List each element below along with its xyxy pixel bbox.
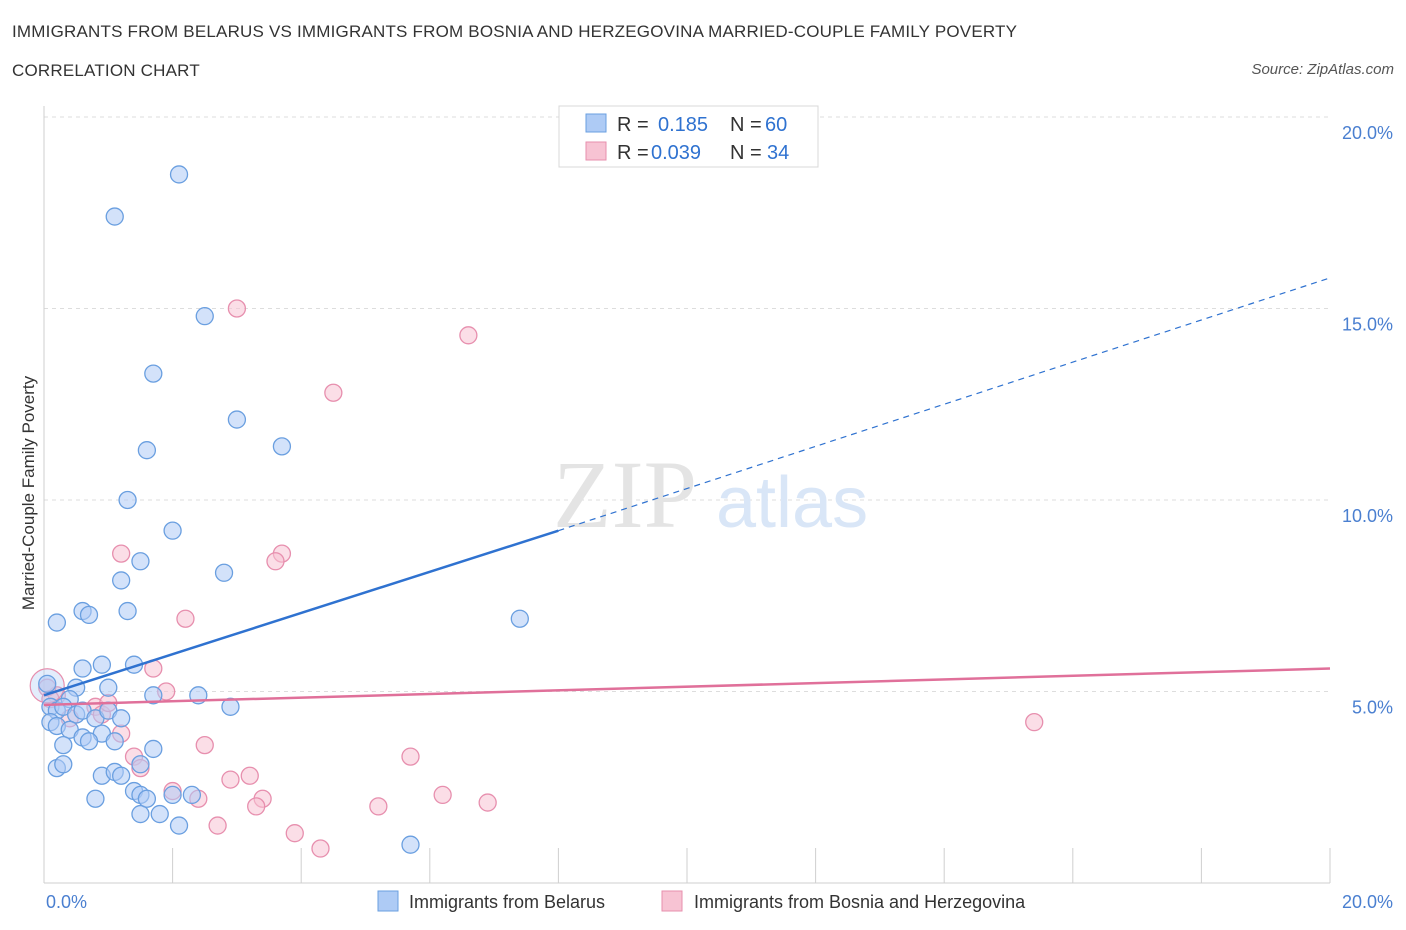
bosnia-point bbox=[176, 609, 195, 628]
bosnia-point bbox=[240, 766, 259, 785]
belarus-point bbox=[144, 739, 163, 759]
legend-n-value-bosnia: 34 bbox=[767, 142, 789, 164]
y-tick-label: 20.0% bbox=[1342, 123, 1393, 143]
chart-title-line-1: IMMIGRANTS FROM BELARUS VS IMMIGRANTS FR… bbox=[12, 22, 1018, 41]
series-legend-label-belarus: Immigrants from Belarus bbox=[409, 892, 605, 912]
bosnia-point bbox=[401, 747, 420, 766]
bosnia-point bbox=[478, 793, 497, 812]
belarus-point bbox=[38, 674, 57, 693]
series-legend-swatch-belarus bbox=[377, 890, 399, 912]
x-tick-label-max: 20.0% bbox=[1342, 892, 1393, 912]
legend-r-label-bosnia: R = bbox=[617, 142, 649, 164]
belarus-point bbox=[79, 732, 99, 751]
bosnia-point bbox=[195, 735, 214, 755]
belarus-point bbox=[144, 686, 163, 705]
belarus-point bbox=[221, 697, 240, 716]
belarus-point bbox=[510, 609, 529, 628]
bosnia-point bbox=[324, 383, 343, 402]
belarus-points bbox=[38, 165, 529, 854]
grid-lines bbox=[44, 116, 1330, 692]
belarus-point bbox=[150, 804, 169, 824]
belarus-point bbox=[195, 307, 214, 326]
belarus-point bbox=[47, 613, 67, 632]
legend-n-label-belarus: N = bbox=[730, 114, 762, 136]
belarus-point bbox=[86, 789, 105, 808]
watermark-zip: ZIP bbox=[553, 441, 697, 548]
belarus-point bbox=[118, 490, 137, 510]
chart-title-line-2: CORRELATION CHART bbox=[12, 61, 200, 80]
belarus-point bbox=[105, 732, 124, 751]
belarus-point bbox=[131, 804, 150, 824]
belarus-point bbox=[131, 552, 150, 571]
belarus-point bbox=[79, 605, 99, 625]
legend-r-value-bosnia: 0.039 bbox=[651, 142, 701, 164]
belarus-point bbox=[182, 785, 202, 805]
series-legend: Immigrants from Belarus Immigrants from … bbox=[377, 890, 1026, 912]
legend-r-label-belarus: R = bbox=[617, 114, 649, 136]
belarus-point bbox=[54, 735, 73, 755]
belarus-point bbox=[54, 755, 73, 774]
bosnia-points bbox=[29, 299, 1044, 858]
belarus-point bbox=[137, 441, 157, 460]
belarus-point bbox=[131, 755, 150, 774]
belarus-point bbox=[92, 655, 112, 674]
y-tick-labels: 5.0% 10.0% 15.0% 20.0% bbox=[1342, 123, 1393, 718]
bosnia-trend-line bbox=[43, 667, 1331, 707]
belarus-point bbox=[163, 521, 182, 540]
bosnia-point bbox=[247, 797, 266, 816]
belarus-point bbox=[99, 678, 118, 697]
legend-n-label-bosnia: N = bbox=[730, 142, 762, 164]
belarus-point bbox=[144, 364, 163, 383]
belarus-point bbox=[169, 165, 189, 184]
legend-r-value-belarus: 0.185 bbox=[658, 114, 708, 136]
trend-lines bbox=[43, 277, 1331, 707]
source-credit: Source: ZipAtlas.com bbox=[1251, 61, 1394, 78]
belarus-trend-line bbox=[43, 529, 559, 697]
bosnia-point bbox=[112, 544, 131, 563]
y-tick-label: 5.0% bbox=[1352, 698, 1393, 718]
bosnia-point bbox=[221, 770, 240, 789]
y-axis-label: Married-Couple Family Poverty bbox=[19, 375, 38, 610]
legend-n-value-belarus: 60 bbox=[765, 114, 787, 136]
legend-swatch-belarus bbox=[585, 113, 607, 133]
series-legend-label-bosnia: Immigrants from Bosnia and Herzegovina bbox=[694, 892, 1026, 912]
belarus-point bbox=[401, 835, 420, 854]
belarus-point bbox=[105, 207, 124, 226]
bosnia-point bbox=[369, 797, 388, 816]
belarus-point bbox=[227, 410, 247, 429]
belarus-point bbox=[112, 766, 131, 785]
x-tick-marks bbox=[43, 848, 1331, 883]
belarus-point bbox=[137, 789, 157, 808]
y-tick-label: 10.0% bbox=[1342, 506, 1393, 526]
bosnia-point bbox=[208, 816, 227, 835]
belarus-point bbox=[214, 563, 234, 582]
bosnia-point bbox=[266, 552, 285, 571]
bosnia-point bbox=[285, 824, 304, 843]
legend-swatch-bosnia bbox=[585, 141, 607, 161]
bosnia-point bbox=[227, 299, 247, 318]
belarus-point bbox=[112, 571, 131, 590]
belarus-point bbox=[169, 816, 189, 835]
belarus-trend-extension bbox=[558, 277, 1331, 532]
belarus-point bbox=[73, 659, 92, 678]
bosnia-point bbox=[433, 785, 452, 805]
series-legend-swatch-bosnia bbox=[661, 890, 683, 912]
watermark-atlas: atlas bbox=[716, 463, 868, 543]
bosnia-point bbox=[459, 326, 478, 345]
bosnia-point bbox=[1025, 712, 1044, 732]
bosnia-point bbox=[311, 839, 330, 858]
belarus-point bbox=[272, 437, 292, 456]
y-tick-label: 15.0% bbox=[1342, 315, 1393, 335]
belarus-point bbox=[112, 709, 131, 728]
belarus-point bbox=[163, 785, 182, 805]
x-tick-label-min: 0.0% bbox=[46, 892, 87, 912]
correlation-legend: R = 0.185 N = 60 R = 0.039 N = 34 bbox=[558, 105, 819, 168]
belarus-point bbox=[118, 601, 137, 621]
